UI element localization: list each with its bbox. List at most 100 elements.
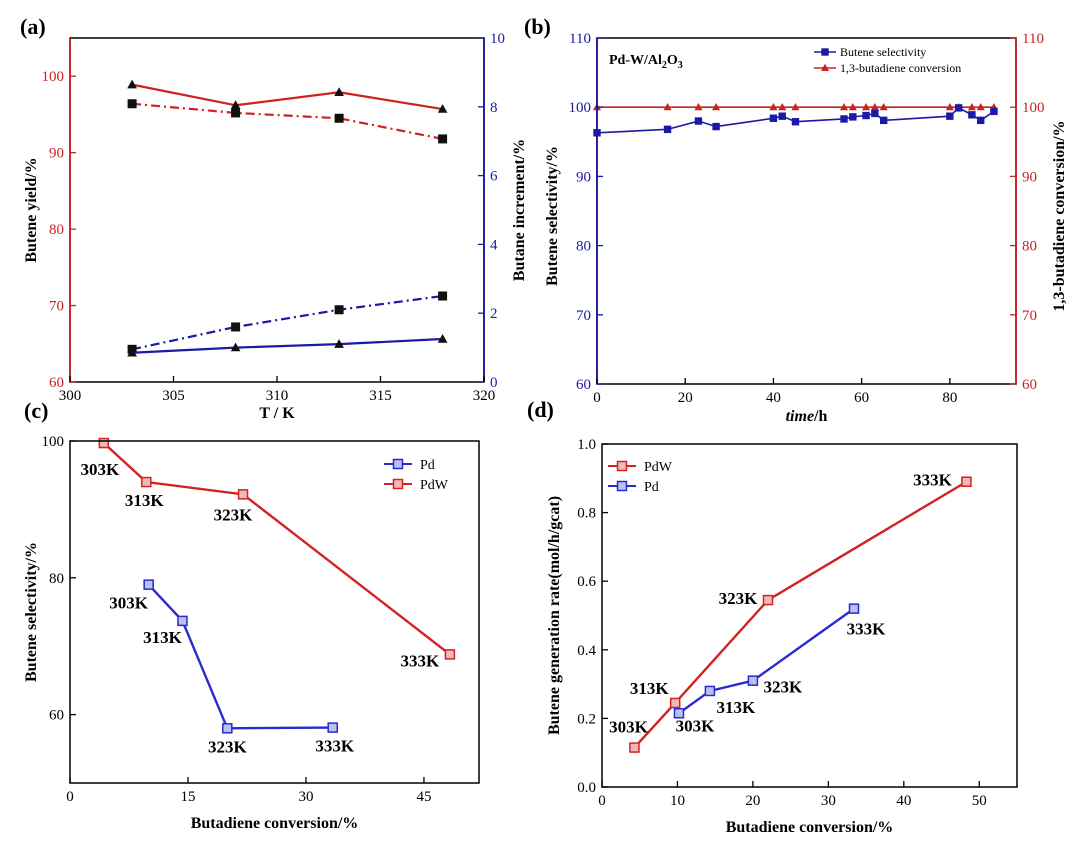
c-point-label-PdW: 313K bbox=[125, 491, 165, 510]
d-panel-label: (d) bbox=[527, 397, 554, 422]
d-point-Pd bbox=[673, 708, 685, 719]
d-point-PdW bbox=[961, 476, 972, 487]
d-ytick-label: 0.6 bbox=[577, 574, 596, 590]
a-point-butane-dashdot bbox=[231, 322, 241, 332]
b-legend-label: 1,3-butadiene conversion bbox=[840, 61, 961, 75]
d-legend-marker bbox=[616, 460, 628, 472]
a-right-ytick-label: 8 bbox=[490, 100, 498, 116]
a-point-yield-solid bbox=[334, 87, 344, 96]
a-point-yield-dashdot bbox=[127, 99, 137, 109]
d-point-PdW bbox=[762, 594, 774, 606]
a-panel-label: (a) bbox=[20, 14, 46, 39]
a-left-ytick-label: 90 bbox=[49, 146, 64, 162]
a-left-ytick-label: 80 bbox=[49, 222, 64, 238]
d-point-label-Pd: 323K bbox=[764, 678, 804, 697]
b-catalyst-label: Pd-W/Al2O3 bbox=[609, 53, 683, 71]
c-point-Pd bbox=[143, 579, 154, 590]
d-xtick-label: 10 bbox=[670, 793, 685, 809]
d-ytick-label: 0.8 bbox=[577, 506, 596, 522]
b-point bbox=[968, 111, 976, 119]
b-left-ytick-label: 80 bbox=[576, 239, 591, 255]
c-xlabel: Butadiene conversion/% bbox=[191, 815, 359, 832]
b-cat-sub: 2 bbox=[662, 60, 667, 71]
a-point-yield-solid bbox=[127, 79, 137, 89]
a-xtick-label: 310 bbox=[266, 388, 289, 404]
a-left-ytick-label: 100 bbox=[42, 69, 65, 85]
c-xtick-label: 15 bbox=[180, 789, 195, 805]
d-xlabel: Butadiene conversion/% bbox=[726, 819, 894, 836]
d-point-label-PdW: 313K bbox=[630, 679, 670, 698]
c-point-label-PdW: 333K bbox=[401, 651, 441, 670]
b-point bbox=[879, 102, 888, 111]
c-series-line-Pd bbox=[147, 583, 333, 730]
c-point-label-Pd: 333K bbox=[315, 737, 355, 756]
b-legend-marker bbox=[820, 63, 830, 72]
c-point-label-Pd: 313K bbox=[143, 628, 183, 647]
b-xtick-label: 80 bbox=[942, 390, 957, 406]
c-point-label-PdW: 323K bbox=[214, 505, 254, 524]
d-xtick-label: 50 bbox=[972, 793, 987, 809]
b-left-ytick-label: 70 bbox=[576, 308, 591, 324]
b-point bbox=[861, 102, 871, 111]
a-point-yield-dashdot bbox=[438, 134, 448, 144]
b-right-ytick-label: 110 bbox=[1022, 31, 1044, 47]
a-right-ytick-label: 4 bbox=[490, 237, 498, 253]
b-xtick-label: 0 bbox=[593, 390, 601, 406]
a-point-butane-solid bbox=[334, 339, 344, 348]
b-left-ytick-label: 60 bbox=[576, 377, 591, 393]
a-series-line-yield-solid bbox=[131, 83, 443, 111]
panel-c: 303K 313K 323K 333K 303K 313K 323K 333K 0 15 30 45 6… bbox=[23, 398, 480, 832]
b-point bbox=[945, 102, 954, 111]
b-xlabel-italic: time bbox=[786, 408, 814, 425]
a-xtick-label: 315 bbox=[369, 388, 392, 404]
a-ylabel-right: Butane increment/% bbox=[511, 139, 528, 281]
b-panel-label: (b) bbox=[524, 14, 551, 39]
a-right-ytick-label: 2 bbox=[490, 306, 498, 322]
d-legend-marker bbox=[616, 480, 628, 492]
a-series-line-butane-solid bbox=[132, 337, 443, 354]
b-ylabel-left: Butene selectivity/% bbox=[544, 146, 561, 286]
b-point bbox=[663, 125, 672, 134]
b-left-ytick-label: 100 bbox=[569, 100, 592, 116]
d-point-Pd bbox=[848, 603, 860, 614]
b-point bbox=[663, 102, 672, 111]
b-point bbox=[769, 102, 778, 111]
c-ytick-label: 80 bbox=[49, 571, 64, 587]
b-point bbox=[871, 109, 879, 118]
d-point-label-PdW: 333K bbox=[913, 471, 953, 490]
d-xtick-label: 0 bbox=[598, 793, 606, 809]
c-point-Pd bbox=[177, 615, 188, 627]
a-point-butane-solid bbox=[230, 342, 241, 352]
c-point-Pd bbox=[327, 722, 338, 733]
b-right-ytick-label: 70 bbox=[1022, 308, 1037, 324]
c-point-PdW bbox=[237, 489, 249, 500]
d-point-label-PdW: 323K bbox=[719, 589, 759, 608]
b-left-ytick-label: 110 bbox=[569, 31, 591, 47]
d-series-line-Pd bbox=[678, 607, 855, 715]
d-point-PdW bbox=[629, 742, 640, 753]
a-point-butane-dashdot bbox=[334, 305, 344, 315]
b-frame bbox=[596, 37, 1017, 385]
d-point-PdW bbox=[669, 697, 681, 709]
c-point-label-PdW: 303K bbox=[80, 460, 120, 479]
a-right-ytick-label: 0 bbox=[490, 375, 498, 391]
b-point bbox=[862, 111, 870, 120]
c-ytick-label: 100 bbox=[42, 434, 65, 450]
d-xtick-label: 20 bbox=[745, 793, 760, 809]
d-point-label-Pd: 303K bbox=[676, 716, 716, 735]
c-legend-marker bbox=[392, 478, 404, 490]
a-series-line-butane-dashdot bbox=[131, 294, 443, 351]
c-point-Pd bbox=[222, 723, 233, 734]
b-point bbox=[778, 102, 787, 111]
b-left-ytick-label: 90 bbox=[576, 169, 591, 185]
b-right-ytick-label: 60 bbox=[1022, 377, 1037, 393]
b-cat-part: O bbox=[667, 53, 678, 68]
c-point-label-Pd: 303K bbox=[109, 594, 149, 613]
b-xtick-label: 40 bbox=[766, 390, 781, 406]
c-ytick-label: 60 bbox=[49, 708, 64, 724]
b-point bbox=[778, 112, 786, 120]
b-point bbox=[946, 112, 954, 120]
d-ytick-label: 0.2 bbox=[577, 711, 596, 727]
a-point-butane-solid bbox=[437, 333, 448, 343]
